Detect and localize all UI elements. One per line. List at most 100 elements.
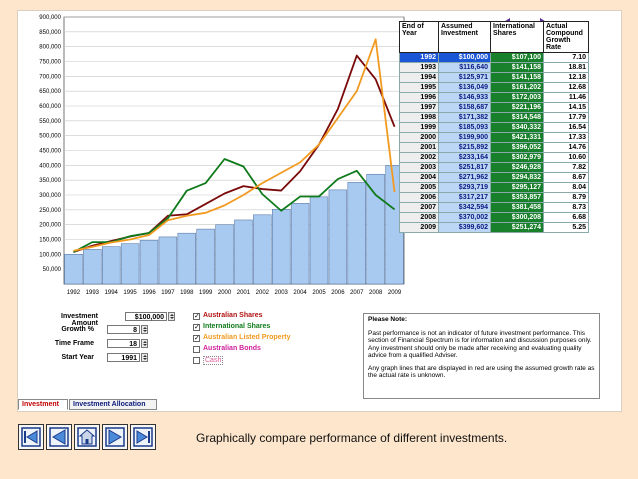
table-row[interactable]: 1996 $146,933 $172,003 11.46: [399, 92, 589, 103]
note-paragraph-2: Any graph lines that are displayed in re…: [368, 364, 595, 380]
table-row[interactable]: 2002 $233,164 $302,979 10.60: [399, 152, 589, 163]
intl-shares-cell: $107,100: [490, 52, 544, 63]
table-row[interactable]: 2003 $251,817 $246,928 7.82: [399, 162, 589, 173]
y-tick-label: 500,000: [39, 134, 61, 140]
y-tick-label: 850,000: [39, 30, 61, 36]
table-row[interactable]: 1995 $136,049 $161,202 12.68: [399, 82, 589, 93]
investment-amount-input[interactable]: $100,000: [125, 312, 167, 321]
home-button[interactable]: [74, 424, 100, 450]
investment-amount-spinner[interactable]: [168, 312, 175, 321]
intl-shares-cell: $221,196: [490, 102, 544, 113]
intl-shares-cell: $340,332: [490, 122, 544, 133]
growth-rate-cell: 16.54: [543, 122, 589, 133]
checkbox-australian-shares[interactable]: ✓: [193, 313, 200, 320]
table-row[interactable]: 1993 $116,640 $141,158 18.81: [399, 62, 589, 73]
investment-cell: $171,382: [438, 112, 491, 123]
table-row[interactable]: 1998 $171,382 $314,548 17.79: [399, 112, 589, 123]
x-tick-label: 1996: [142, 290, 156, 296]
last-button[interactable]: [130, 424, 156, 450]
time-frame-spinner[interactable]: [141, 339, 148, 348]
x-tick-label: 2008: [369, 290, 383, 296]
investment-cell: $293,719: [438, 182, 491, 193]
table-row[interactable]: 1997 $158,687 $221,196 14.15: [399, 102, 589, 113]
previous-button[interactable]: [46, 424, 72, 450]
y-tick-label: 550,000: [39, 119, 61, 125]
year-cell: 1998: [399, 112, 439, 123]
investment-cell: $317,217: [438, 192, 491, 203]
bar: [366, 173, 385, 285]
tab-investment[interactable]: Investment: [18, 399, 68, 410]
table-row[interactable]: 1994 $125,971 $141,158 12.18: [399, 72, 589, 83]
investment-cell: $271,962: [438, 172, 491, 183]
checkbox-label: International Shares: [203, 323, 271, 330]
year-cell: 2004: [399, 172, 439, 183]
growth-spinner[interactable]: [141, 325, 148, 334]
x-tick-label: 1995: [123, 290, 137, 296]
next-button[interactable]: [102, 424, 128, 450]
table-row[interactable]: 2009 $399,602 $251,274 5.25: [399, 222, 589, 233]
series-line-international-shares: [73, 158, 396, 254]
start-year-spinner[interactable]: [141, 353, 148, 362]
investment-cell: $125,971: [438, 72, 491, 83]
growth-rate-cell: 8.67: [543, 172, 589, 183]
table-row[interactable]: 2006 $317,217 $353,857 8.79: [399, 192, 589, 203]
bar: [347, 182, 366, 285]
results-table: End of Year Assumed Investment Internati…: [399, 21, 589, 233]
table-row[interactable]: 2008 $370,002 $300,208 6.68: [399, 212, 589, 223]
checkbox-australian-listed-property[interactable]: ✓: [193, 335, 200, 342]
growth-rate-cell: 14.15: [543, 102, 589, 113]
tab-investment-allocation[interactable]: Investment Allocation: [69, 399, 157, 410]
checkbox-label: Cash: [203, 356, 224, 365]
first-button[interactable]: [18, 424, 44, 450]
year-cell: 2009: [399, 222, 439, 233]
y-tick-label: 650,000: [39, 89, 61, 95]
y-tick-label: 450,000: [39, 149, 61, 155]
previous-icon: [49, 427, 69, 447]
start-year-label: Start Year: [61, 354, 94, 361]
bar: [215, 224, 234, 285]
x-tick-label: 1997: [161, 290, 175, 296]
growth-input[interactable]: 8: [107, 325, 140, 334]
year-cell: 2002: [399, 152, 439, 163]
bar: [139, 240, 159, 285]
y-tick-label: 700,000: [39, 74, 61, 80]
year-cell: 1993: [399, 62, 439, 73]
table-row[interactable]: 2007 $342,594 $381,458 8.73: [399, 202, 589, 213]
time-frame-input[interactable]: 18: [107, 339, 140, 348]
year-cell: 2006: [399, 192, 439, 203]
investment-cell: $100,000: [438, 52, 491, 63]
intl-shares-cell: $421,331: [490, 132, 544, 143]
y-tick-label: 50,000: [43, 267, 62, 273]
checkbox-international-shares[interactable]: ✓: [193, 324, 200, 331]
checkbox-label: Australian Bonds: [203, 345, 261, 352]
x-tick-label: 1998: [180, 290, 194, 296]
table-row[interactable]: 1999 $185,093 $340,332 16.54: [399, 122, 589, 133]
investment-cell: $199,900: [438, 132, 491, 143]
table-row[interactable]: 2004 $271,962 $294,832 8.67: [399, 172, 589, 183]
table-row[interactable]: 2005 $293,719 $295,127 8.04: [399, 182, 589, 193]
investment-cell: $399,602: [438, 222, 491, 233]
x-tick-label: 2009: [388, 290, 402, 296]
checkbox-australian-bonds[interactable]: [193, 346, 200, 353]
investment-cell: $251,817: [438, 162, 491, 173]
investment-chart: 900,000 850,000 800,000 750,000 700,000 650,0…: [39, 15, 405, 296]
intl-shares-cell: $314,548: [490, 112, 544, 123]
bar: [64, 254, 83, 285]
table-row[interactable]: 1992 $100,000 $107,100 7.10: [399, 52, 589, 63]
checkbox-cash[interactable]: [193, 357, 200, 364]
x-tick-label: 2006: [331, 290, 345, 296]
last-icon: [133, 427, 153, 447]
year-cell: 1995: [399, 82, 439, 93]
growth-rate-cell: 8.04: [543, 182, 589, 193]
investment-cell: $370,002: [438, 212, 491, 223]
investment-cell: $146,933: [438, 92, 491, 103]
start-year-input[interactable]: 1991: [107, 353, 140, 362]
growth-rate-cell: 17.33: [543, 132, 589, 143]
table-row[interactable]: 2000 $199,900 $421,331 17.33: [399, 132, 589, 143]
table-row[interactable]: 2001 $215,892 $396,052 14.76: [399, 142, 589, 153]
intl-shares-cell: $251,274: [490, 222, 544, 233]
investment-amount-label: Investment Amount: [61, 313, 98, 327]
intl-shares-cell: $246,928: [490, 162, 544, 173]
x-tick-label: 2004: [293, 290, 307, 296]
bar: [253, 214, 272, 285]
